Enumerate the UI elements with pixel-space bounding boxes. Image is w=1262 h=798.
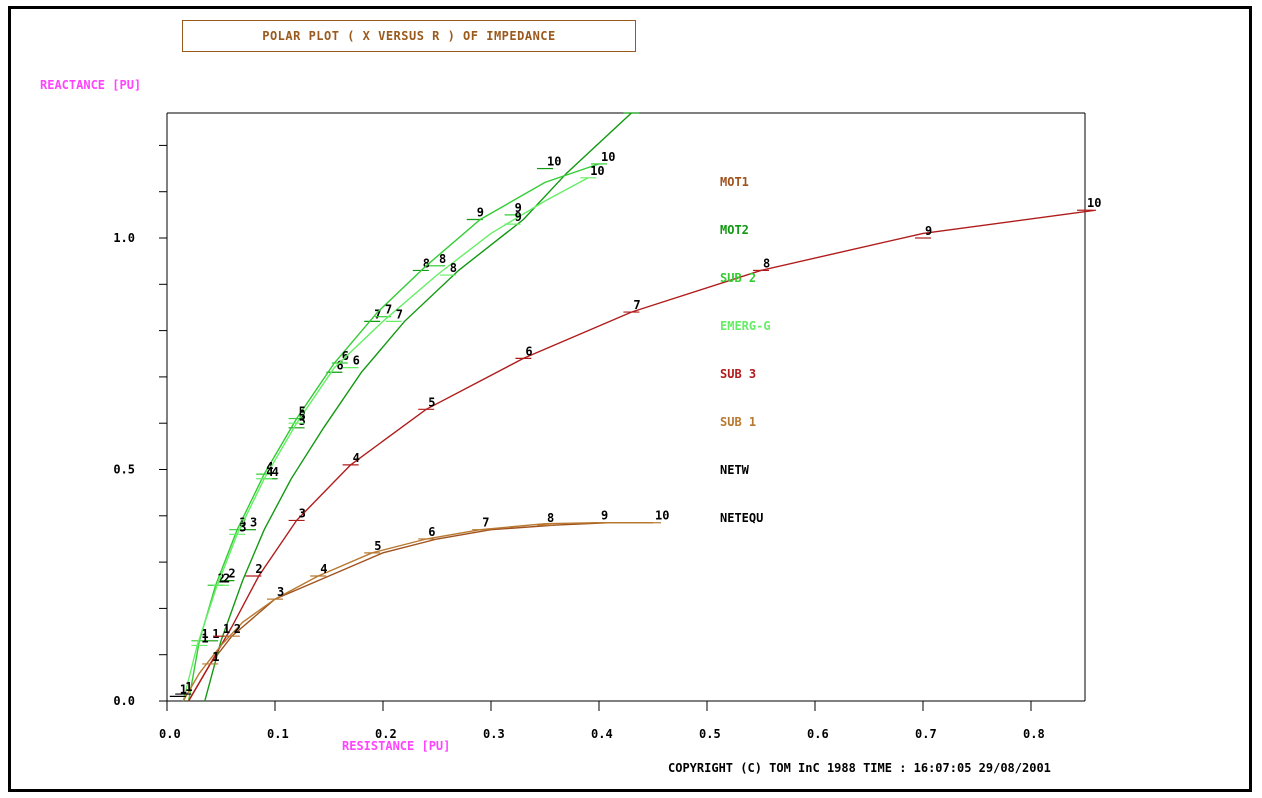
legend-entry: SUB 1: [720, 415, 756, 429]
marker-label: 2: [223, 571, 230, 585]
marker-label: 6: [342, 349, 349, 363]
marker-label: 5: [299, 405, 306, 419]
marker-label: 10: [655, 509, 669, 523]
marker-label: 5: [299, 414, 306, 428]
marker-label: 4: [272, 465, 279, 479]
legend-entry: MOT1: [720, 175, 749, 189]
marker-label: 2: [228, 567, 235, 581]
marker-label: 1: [201, 631, 208, 645]
copyright-text: COPYRIGHT (C) TOM InC 1988 TIME : 16:07:…: [668, 761, 1051, 775]
legend-entry: NETEQU: [720, 511, 763, 525]
x-tick-label: 0.4: [591, 727, 613, 741]
marker-label: 6: [336, 358, 343, 372]
marker-label: 8: [450, 261, 457, 275]
marker-label: 1: [180, 682, 187, 696]
marker-label: 5: [374, 539, 381, 553]
legend-entry: SUB 2: [720, 271, 756, 285]
marker-label: 2: [255, 562, 262, 576]
marker-label: 7: [396, 307, 403, 321]
marker-label: 9: [515, 210, 522, 224]
series-line: [187, 522, 653, 702]
legend-entry: EMERG-G: [720, 319, 771, 333]
x-tick-label: 0.1: [267, 727, 289, 741]
y-axis-label: REACTANCE [PU]: [40, 78, 142, 92]
marker-label: 1: [212, 650, 219, 664]
marker-label: 10: [1087, 196, 1101, 210]
y-tick-label: 0.0: [113, 694, 135, 708]
marker-label: 4: [266, 460, 273, 474]
marker-label: 1: [201, 627, 208, 641]
series-line: [204, 112, 632, 702]
marker-label: 10: [590, 164, 604, 178]
series-line: [182, 177, 589, 702]
marker-label: 5: [299, 409, 306, 423]
marker-label: 1: [223, 622, 230, 636]
legend-entry: MOT2: [720, 223, 749, 237]
marker-label: 8: [423, 256, 430, 270]
series-line: [187, 163, 600, 702]
marker-label: 4: [320, 562, 327, 576]
marker-label: 5: [428, 395, 435, 409]
marker-label: 9: [477, 205, 484, 219]
marker-label: 7: [482, 516, 489, 530]
series-netequ: 1: [175, 680, 192, 695]
chart-title-box: POLAR PLOT ( X VERSUS R ) OF IMPEDANCE: [182, 20, 636, 52]
series-line: [182, 522, 653, 702]
series-mot1: [187, 522, 653, 702]
marker-label: 8: [547, 511, 554, 525]
chart-title: POLAR PLOT ( X VERSUS R ) OF IMPEDANCE: [262, 29, 556, 43]
marker-label: 3: [299, 506, 306, 520]
x-tick-label: 0.8: [1023, 727, 1045, 741]
marker-label: 3: [239, 520, 246, 534]
series-netw: 1: [169, 682, 187, 697]
marker-label: 9: [601, 509, 608, 523]
x-tick-label: 0.2: [375, 727, 397, 741]
marker-label: 10: [601, 150, 615, 164]
marker-label: 9: [925, 224, 932, 238]
marker-label: 7: [633, 298, 640, 312]
y-tick-label: 0.5: [113, 463, 135, 477]
marker-label: 4: [266, 465, 273, 479]
x-axis-label: RESISTANCE [PU]: [342, 739, 451, 753]
series-line: [187, 209, 1096, 702]
marker-label: 10: [547, 155, 561, 169]
marker-label: 6: [353, 354, 360, 368]
marker-label: 7: [385, 303, 392, 317]
marker-label: 7: [374, 307, 381, 321]
marker-label: 8: [439, 252, 446, 266]
plot-axes: 0.0 0.5 1.0 0.0 0.1 0.2 0.3 0.4 0.5 0.6 0.7 0.8: [113, 112, 1086, 741]
marker-label: 2: [234, 622, 241, 636]
marker-label: 3: [277, 585, 284, 599]
x-tick-label: 0.7: [915, 727, 937, 741]
x-tick-label: 0.0: [159, 727, 181, 741]
legend-entry: SUB 3: [720, 367, 756, 381]
marker-label: 1: [212, 627, 219, 641]
x-tick-label: 0.5: [699, 727, 721, 741]
marker-label: 6: [428, 525, 435, 539]
y-tick-label: 1.0: [113, 231, 135, 245]
marker-label: 8: [763, 256, 770, 270]
marker-label: 2: [218, 571, 225, 585]
legend: MOT1 MOT2 SUB 2 EMERG-G SUB 3 SUB 1 NETW NETEQU: [720, 175, 771, 525]
x-tick-label: 0.3: [483, 727, 505, 741]
legend-entry: NETW: [720, 463, 750, 477]
marker-label: 1: [185, 680, 192, 694]
x-tick-label: 0.6: [807, 727, 829, 741]
series-layer: 1234567891012345678910123456789101234567…: [169, 112, 1101, 702]
marker-label: 6: [525, 344, 532, 358]
marker-label: 3: [250, 516, 257, 530]
marker-label: 9: [515, 201, 522, 215]
marker-label: 4: [353, 451, 360, 465]
